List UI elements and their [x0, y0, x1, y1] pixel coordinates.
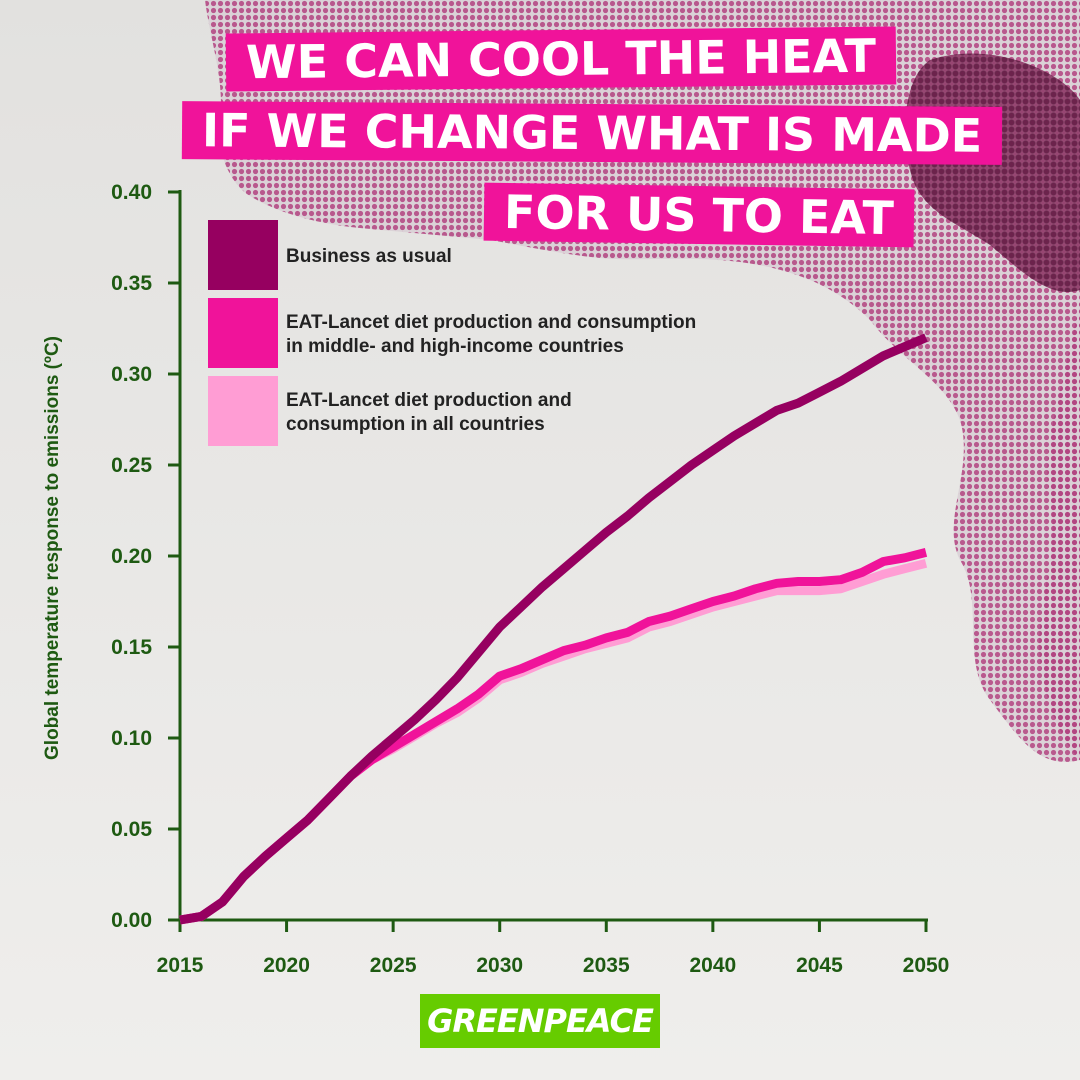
- y-tick-label: 0.00: [111, 909, 152, 932]
- x-tick-label: 2035: [583, 954, 630, 977]
- x-tick-label: 2040: [689, 954, 736, 977]
- series-line-1: [179, 548, 928, 925]
- greenpeace-logo: GREENPEACE: [420, 994, 660, 1048]
- series-line-0: [179, 333, 928, 925]
- legend-swatch-2: [208, 376, 278, 446]
- legend-label-1: EAT-Lancet diet production and consumpti…: [286, 312, 696, 333]
- chart-legend: Business as usual EAT-Lancet diet product…: [208, 220, 696, 446]
- y-tick-labels: 0.00 0.05 0.10 0.15 0.20 0.25 0.30 0.35 0.40: [111, 181, 152, 932]
- x-tick-label: 2045: [796, 954, 843, 977]
- legend-label-1: in middle- and high-income countries: [286, 336, 624, 357]
- legend-label-2: EAT-Lancet diet production and: [286, 390, 572, 411]
- chart-series: [179, 333, 928, 925]
- chart-axes: [178, 190, 928, 922]
- halftone-cloud-side: [1039, 300, 1080, 760]
- y-tick-label: 0.15: [111, 636, 152, 659]
- y-tick-label: 0.40: [111, 181, 152, 204]
- x-tick-labels: 2015 2020 2025 2030 2035 2040 2045 2050: [157, 954, 950, 977]
- y-tick-label: 0.30: [111, 363, 152, 386]
- legend-swatch-1: [208, 298, 278, 368]
- y-tick-label: 0.35: [111, 272, 152, 295]
- x-tick-label: 2050: [903, 954, 950, 977]
- series-line-2: [179, 558, 928, 925]
- y-tick-label: 0.25: [111, 454, 152, 477]
- y-tick-label: 0.10: [111, 727, 152, 750]
- y-tick-label: 0.05: [111, 818, 152, 841]
- x-tick-label: 2015: [157, 954, 204, 977]
- x-tick-label: 2025: [370, 954, 417, 977]
- y-tick-label: 0.20: [111, 545, 152, 568]
- y-axis-label: Global temperature response to emissions…: [42, 336, 63, 760]
- legend-label-2: consumption in all countries: [286, 414, 545, 435]
- legend-swatch-0: [208, 220, 278, 290]
- legend-label-0: Business as usual: [286, 246, 452, 267]
- x-tick-label: 2020: [263, 954, 310, 977]
- x-tick-label: 2030: [476, 954, 523, 977]
- chart-ticks: [168, 190, 928, 932]
